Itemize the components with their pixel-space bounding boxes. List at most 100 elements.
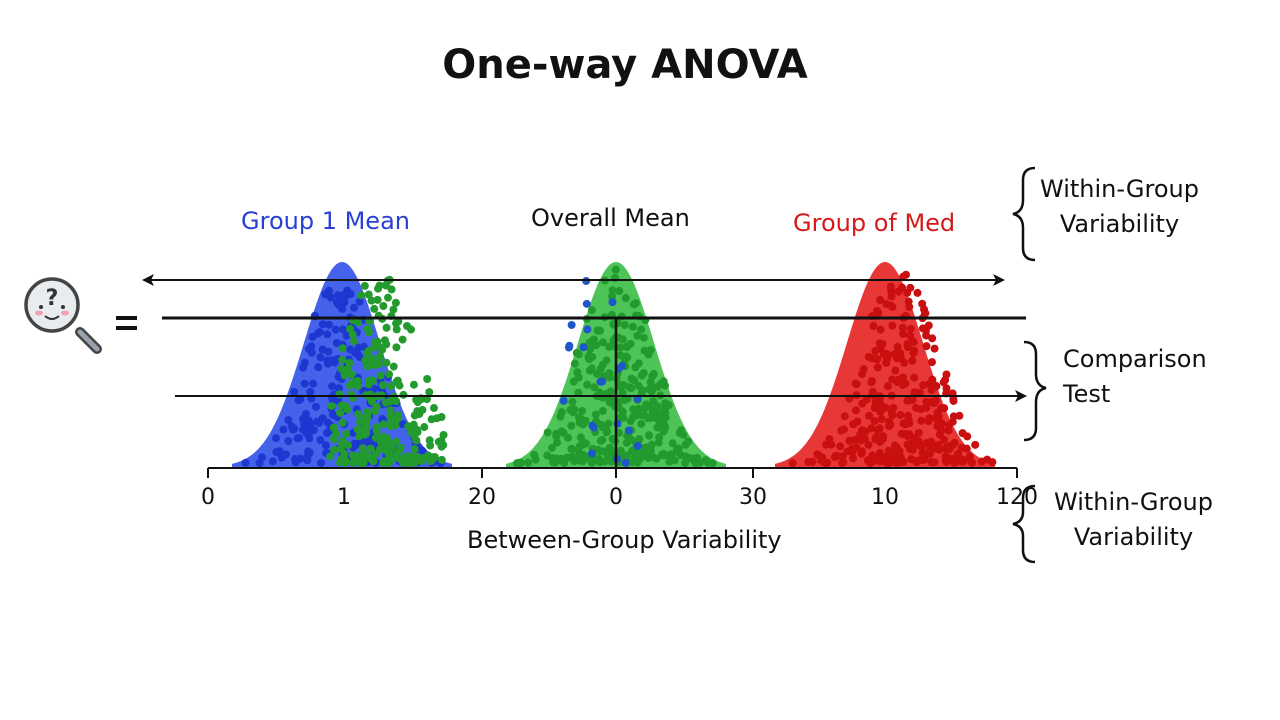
data-point xyxy=(318,414,327,423)
brace-text: Within-Group xyxy=(1054,488,1213,516)
data-point xyxy=(425,436,434,445)
data-point xyxy=(291,458,300,467)
data-point xyxy=(867,424,876,433)
brace-text: Variability xyxy=(1059,210,1180,238)
data-point xyxy=(410,445,419,454)
data-point xyxy=(876,325,885,334)
data-point xyxy=(360,281,369,290)
data-point xyxy=(640,404,649,413)
data-point xyxy=(338,355,347,364)
data-point xyxy=(681,458,690,467)
data-point xyxy=(306,387,315,396)
data-point xyxy=(620,320,629,329)
data-point xyxy=(271,434,280,443)
data-point xyxy=(334,291,343,300)
data-point xyxy=(568,397,577,406)
data-point xyxy=(316,353,325,362)
data-point xyxy=(865,411,874,420)
data-point xyxy=(530,450,539,459)
data-point xyxy=(395,454,404,463)
data-point xyxy=(647,440,656,449)
data-point xyxy=(368,376,377,385)
data-point xyxy=(290,424,299,433)
data-point xyxy=(321,441,330,450)
data-point xyxy=(633,331,642,340)
data-point xyxy=(552,432,561,441)
data-point xyxy=(851,379,860,388)
data-point xyxy=(355,297,364,306)
data-point xyxy=(959,457,968,466)
data-point xyxy=(588,449,597,458)
data-point xyxy=(873,355,882,364)
data-point xyxy=(413,428,422,437)
brace-text: Variability xyxy=(1073,523,1194,551)
data-point xyxy=(887,292,896,301)
data-point xyxy=(668,439,677,448)
tick-label: 0 xyxy=(201,485,215,510)
data-point xyxy=(628,322,637,331)
data-point xyxy=(788,459,797,468)
tick-label: 10 xyxy=(871,485,899,510)
data-point xyxy=(376,371,385,380)
tick-label: 0 xyxy=(609,485,623,510)
data-point xyxy=(372,423,381,432)
data-point xyxy=(329,423,338,432)
data-point xyxy=(303,456,312,465)
data-point xyxy=(838,452,847,461)
data-point xyxy=(837,426,846,435)
data-point xyxy=(374,284,383,293)
data-point xyxy=(279,425,288,434)
data-point xyxy=(361,419,370,428)
data-point xyxy=(817,456,826,465)
data-point xyxy=(437,412,446,421)
data-point xyxy=(314,363,323,372)
data-point xyxy=(423,374,432,383)
data-point xyxy=(336,444,345,453)
data-point xyxy=(917,416,926,425)
data-point xyxy=(958,429,967,438)
data-point xyxy=(582,299,591,308)
data-point xyxy=(331,325,340,334)
data-point xyxy=(648,383,657,392)
data-point xyxy=(605,443,614,452)
data-point xyxy=(922,342,931,351)
data-point xyxy=(339,325,348,334)
data-point xyxy=(608,286,617,295)
data-point xyxy=(589,335,598,344)
data-point xyxy=(557,408,566,417)
data-point xyxy=(587,306,596,315)
data-point xyxy=(332,338,341,347)
data-point xyxy=(353,425,362,434)
data-point xyxy=(870,417,879,426)
data-point xyxy=(323,330,332,339)
data-point xyxy=(590,383,599,392)
data-point xyxy=(859,365,868,374)
data-point xyxy=(840,412,849,421)
data-point xyxy=(307,348,316,357)
data-point xyxy=(324,320,333,329)
data-point xyxy=(869,322,878,331)
data-point xyxy=(598,338,607,347)
data-point xyxy=(382,323,391,332)
data-point xyxy=(657,450,666,459)
data-point xyxy=(300,379,309,388)
group1-mean-label: Group 1 Mean xyxy=(241,207,410,235)
data-point xyxy=(919,381,928,390)
data-point xyxy=(873,363,882,372)
data-point xyxy=(370,361,379,370)
data-point xyxy=(353,317,362,326)
data-point xyxy=(346,345,355,354)
data-point xyxy=(848,444,857,453)
data-point xyxy=(340,368,349,377)
data-point xyxy=(338,418,347,427)
data-point xyxy=(304,447,313,456)
data-point xyxy=(886,282,895,291)
data-point xyxy=(366,444,375,453)
data-point xyxy=(665,457,674,466)
data-point xyxy=(367,397,376,406)
data-point xyxy=(883,382,892,391)
data-point xyxy=(578,406,587,415)
data-point xyxy=(831,451,840,460)
data-point xyxy=(385,370,394,379)
data-point xyxy=(258,453,267,462)
